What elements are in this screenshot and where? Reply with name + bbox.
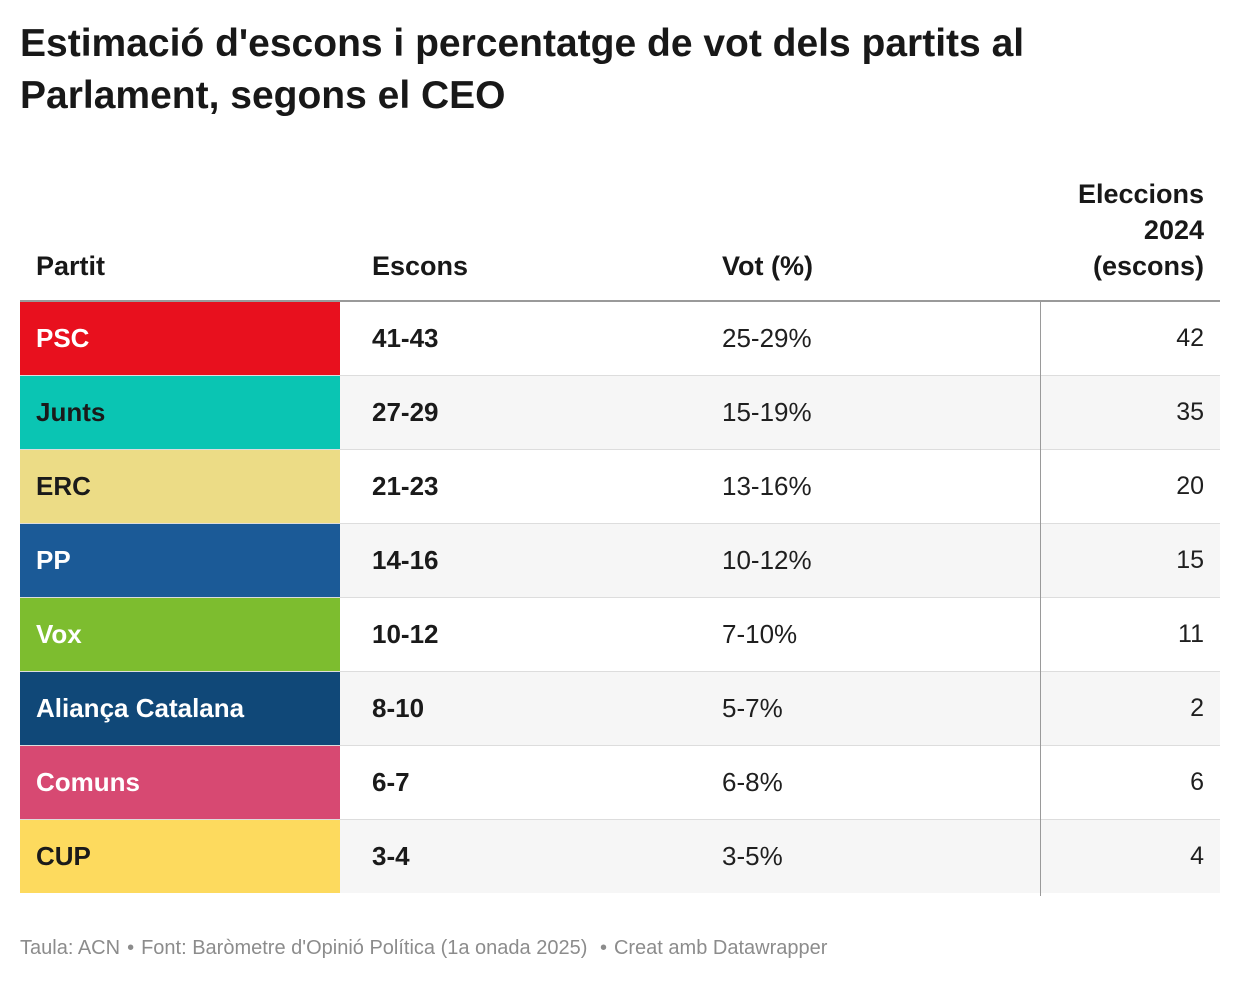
vote-cell: 10-12% bbox=[722, 545, 812, 575]
table-row: Comuns 6-7 6-8% 6 bbox=[20, 746, 1220, 820]
party-name-cell: Aliança Catalana bbox=[20, 672, 340, 745]
seats-cell: 3-4 bbox=[372, 841, 410, 871]
party-name-cell: Vox bbox=[20, 598, 340, 671]
seats-cell: 10-12 bbox=[372, 619, 439, 649]
table-row: Vox 10-12 7-10% 11 bbox=[20, 598, 1220, 672]
header-seats-2024-line2: 2024 bbox=[1143, 215, 1204, 245]
seats-cell: 21-23 bbox=[372, 471, 439, 501]
column-divider bbox=[1040, 300, 1041, 896]
table-row: Junts 27-29 15-19% 35 bbox=[20, 376, 1220, 450]
party-name-cell: Comuns bbox=[20, 746, 340, 819]
vote-cell: 6-8% bbox=[722, 767, 783, 797]
footer-separator: • bbox=[594, 937, 607, 959]
header-party[interactable]: Partit bbox=[36, 251, 106, 281]
seats-2024-cell: 2 bbox=[1190, 694, 1204, 722]
footer-table-credit: Taula: ACN bbox=[20, 937, 121, 959]
header-seats-2024-line1: Eleccions bbox=[1077, 179, 1204, 209]
seats-2024-cell: 20 bbox=[1176, 472, 1204, 500]
seats-2024-cell: 4 bbox=[1190, 842, 1204, 870]
party-name-cell: ERC bbox=[20, 450, 340, 523]
seats-2024-cell: 35 bbox=[1176, 398, 1204, 426]
vote-cell: 5-7% bbox=[722, 693, 783, 723]
seats-cell: 14-16 bbox=[372, 545, 439, 575]
party-name-cell: PSC bbox=[20, 302, 340, 375]
chart-title: Estimació d'escons i percentatge de vot … bbox=[20, 22, 1025, 117]
header-vote[interactable]: Vot (%) bbox=[722, 251, 813, 281]
seats-cell: 27-29 bbox=[372, 397, 439, 427]
table-row: CUP 3-4 3-5% 4 bbox=[20, 820, 1220, 893]
party-name-cell: Junts bbox=[20, 376, 340, 449]
vote-cell: 15-19% bbox=[722, 397, 812, 427]
footer-separator: • bbox=[127, 937, 135, 959]
table-row: PSC 41-43 25-29% 42 bbox=[20, 302, 1220, 376]
header-seats[interactable]: Escons bbox=[372, 251, 469, 281]
seats-2024-cell: 15 bbox=[1176, 546, 1204, 574]
vote-cell: 25-29% bbox=[722, 323, 812, 353]
header-seats-2024-line3: (escons) bbox=[1092, 251, 1204, 281]
table-row: PP 14-16 10-12% 15 bbox=[20, 524, 1220, 598]
table-header: Partit Escons Vot (%) Eleccions 2024 (es… bbox=[20, 172, 1220, 302]
footer-source: Font: Baròmetre d'Opinió Política (1a on… bbox=[141, 937, 588, 959]
seats-cell: 8-10 bbox=[372, 693, 425, 723]
seats-2024-cell: 11 bbox=[1178, 620, 1204, 648]
footer: Taula: ACN • Font: Baròmetre d'Opinió Polí… bbox=[20, 934, 827, 962]
footer-made-with[interactable]: Creat amb Datawrapper bbox=[613, 937, 828, 959]
table-row: Aliança Catalana 8-10 5-7% 2 bbox=[20, 672, 1220, 746]
party-name-cell: PP bbox=[20, 524, 340, 597]
party-name-cell: CUP bbox=[20, 820, 340, 893]
vote-cell: 7-10% bbox=[722, 619, 798, 649]
vote-cell: 3-5% bbox=[722, 841, 783, 871]
seat-estimate-table: Partit Escons Vot (%) Eleccions 2024 (es… bbox=[20, 172, 1220, 896]
vote-cell: 13-16% bbox=[722, 471, 812, 501]
seats-cell: 6-7 bbox=[372, 767, 410, 797]
table-body: PSC 41-43 25-29% 42 Junts 27-29 15-19% 35 ERC 21-… bbox=[20, 302, 1220, 893]
seats-cell: 41-43 bbox=[372, 323, 439, 353]
seats-2024-cell: 42 bbox=[1176, 324, 1204, 352]
header-seats-2024[interactable]: Eleccions 2024 (escons) bbox=[1004, 176, 1204, 284]
seats-2024-cell: 6 bbox=[1190, 768, 1204, 796]
table-row: ERC 21-23 13-16% 20 bbox=[20, 450, 1220, 524]
